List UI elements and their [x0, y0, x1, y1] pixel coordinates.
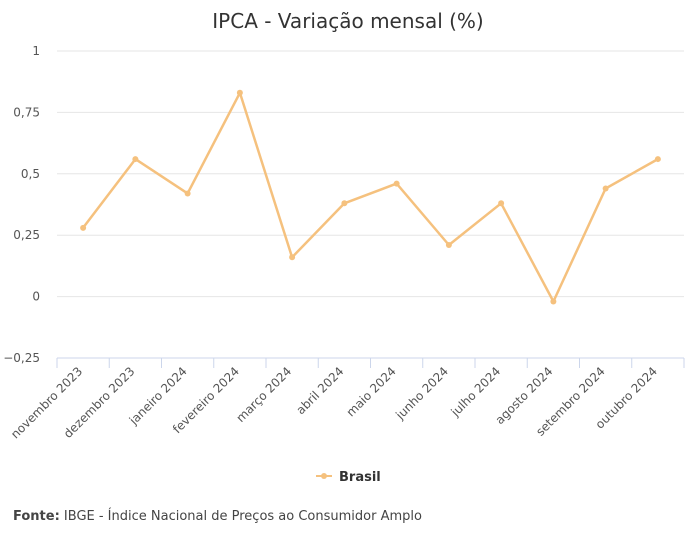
- x-tick-label: maio 2024: [344, 364, 399, 419]
- x-tick-label: junho 2024: [392, 364, 451, 423]
- y-tick-label: −0,25: [3, 351, 40, 365]
- data-point[interactable]: [498, 200, 505, 207]
- x-tick-label: julho 2024: [448, 364, 504, 420]
- y-tick-label: 0: [32, 290, 40, 304]
- data-point[interactable]: [602, 185, 609, 192]
- data-point[interactable]: [80, 224, 87, 231]
- line-chart: IPCA - Variação mensal (%) 1 0,75 0,5 0,25 0…: [3, 9, 685, 485]
- data-point[interactable]: [184, 190, 191, 197]
- y-tick-label: 0,25: [13, 228, 40, 242]
- data-point[interactable]: [393, 180, 400, 187]
- data-point[interactable]: [445, 242, 452, 249]
- legend[interactable]: Brasil: [316, 470, 381, 485]
- data-point[interactable]: [289, 254, 296, 261]
- y-axis: 1 0,75 0,5 0,25 0 −0,25: [3, 44, 40, 365]
- source-note: Fonte: IBGE - Índice Nacional de Preços …: [13, 509, 422, 524]
- data-point[interactable]: [654, 156, 661, 163]
- legend-point-marker: [321, 473, 327, 479]
- legend-label-brasil[interactable]: Brasil: [339, 470, 381, 485]
- y-tick-label: 0,5: [21, 167, 40, 181]
- y-tick-label: 0,75: [13, 105, 40, 119]
- data-point[interactable]: [236, 89, 243, 96]
- data-point[interactable]: [132, 156, 139, 163]
- series-line-brasil[interactable]: [81, 91, 660, 303]
- chart-title: IPCA - Variação mensal (%): [212, 9, 483, 33]
- source-text: IBGE - Índice Nacional de Preços ao Cons…: [59, 509, 422, 524]
- grid-lines: [57, 50, 684, 298]
- series-group: [80, 89, 661, 305]
- data-point[interactable]: [550, 298, 557, 305]
- x-tick-label: abril 2024: [294, 364, 347, 417]
- x-tick-label: março 2024: [233, 364, 294, 425]
- data-point[interactable]: [341, 200, 348, 207]
- y-tick-label: 1: [32, 44, 40, 58]
- source-label: Fonte:: [13, 509, 60, 524]
